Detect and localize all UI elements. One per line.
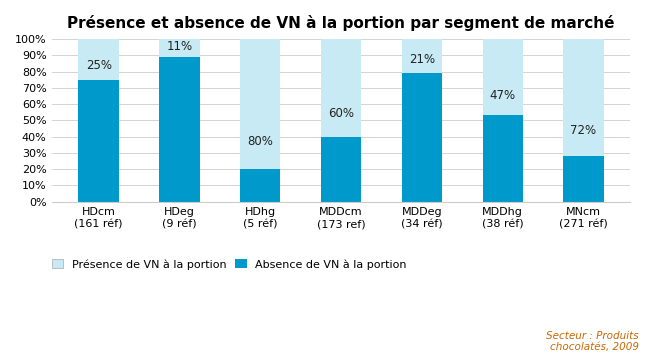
Bar xyxy=(402,39,442,73)
Bar xyxy=(79,80,119,201)
Bar xyxy=(321,137,361,201)
Title: Présence et absence de VN à la portion par segment de marché: Présence et absence de VN à la portion p… xyxy=(67,15,615,31)
Bar xyxy=(240,169,281,201)
Bar xyxy=(482,115,523,201)
Text: 80%: 80% xyxy=(247,135,273,148)
Text: 25%: 25% xyxy=(86,59,112,72)
Text: Secteur : Produits
chocolatés, 2009: Secteur : Produits chocolatés, 2009 xyxy=(546,331,639,352)
Bar xyxy=(240,39,281,169)
Bar xyxy=(159,39,200,57)
Bar xyxy=(402,73,442,201)
Legend: Présence de VN à la portion, Absence de VN à la portion: Présence de VN à la portion, Absence de … xyxy=(52,259,407,270)
Text: 72%: 72% xyxy=(570,124,597,137)
Text: 60%: 60% xyxy=(328,108,354,120)
Bar xyxy=(321,39,361,137)
Bar xyxy=(482,39,523,115)
Bar xyxy=(563,156,604,201)
Text: 11%: 11% xyxy=(166,40,192,53)
Text: 21%: 21% xyxy=(409,53,435,67)
Bar xyxy=(159,57,200,201)
Text: 47%: 47% xyxy=(490,89,516,103)
Bar xyxy=(563,39,604,156)
Bar xyxy=(79,39,119,80)
